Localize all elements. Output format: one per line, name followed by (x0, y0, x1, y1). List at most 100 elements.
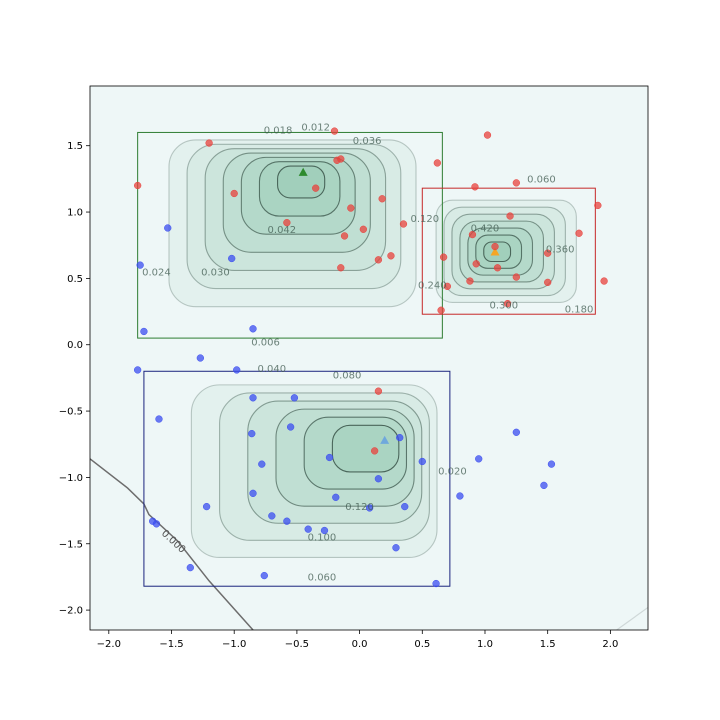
blue-point (228, 254, 236, 263)
red-point (205, 139, 213, 147)
contour-label: 0.120 (410, 214, 439, 225)
contour-label: 0.120 (345, 502, 374, 513)
corner-contour-line (616, 606, 648, 630)
red-point (370, 447, 379, 455)
red-point (340, 232, 349, 240)
blue-point (475, 455, 483, 463)
contour-line-red (443, 206, 566, 297)
contour-label: 0.012 (301, 123, 330, 134)
contour-label: 0.024 (142, 267, 171, 278)
blue-point (396, 433, 404, 442)
blue-point (374, 475, 383, 483)
blue-point (392, 544, 400, 552)
red-point (399, 220, 408, 228)
red-point (133, 181, 142, 190)
bounding-box-green (137, 131, 443, 339)
x-tick-label: 0.5 (414, 639, 430, 650)
red-point (466, 277, 474, 285)
contour-line-green (222, 152, 371, 253)
blue-point (258, 460, 266, 468)
contour-label: 0.300 (489, 300, 518, 311)
y-tick-label: −2.0 (59, 606, 83, 617)
red-point (512, 273, 520, 281)
blue-point (202, 502, 211, 511)
contour-line-green (258, 161, 341, 217)
x-tick-label: −0.5 (285, 639, 309, 650)
blue-point (268, 512, 276, 520)
red-point (594, 201, 602, 210)
center-marker-red (490, 247, 500, 256)
contour-label: 0.030 (201, 267, 230, 278)
contour-label: 0.240 (418, 281, 447, 292)
contour-line-blue (275, 408, 415, 507)
x-tick-label: 0.0 (352, 639, 368, 650)
blue-point (332, 493, 340, 501)
blue-point (365, 504, 374, 512)
contour-line-green (168, 139, 417, 308)
contour-fill-green (168, 139, 417, 307)
contour-label: 0.180 (565, 304, 594, 315)
contour-fill-green (205, 148, 386, 271)
density-fill-layer (168, 139, 577, 558)
blue-point (283, 517, 291, 525)
contour-fill-red (467, 228, 533, 276)
contour-line-blue (303, 416, 408, 490)
bounding-box-layer (137, 131, 596, 587)
data-point-layer (133, 127, 608, 588)
contour-line-green (204, 148, 387, 271)
red-point (544, 249, 552, 257)
red-point (433, 159, 441, 167)
blue-point (325, 453, 334, 462)
blue-point (290, 394, 299, 402)
blue-point (249, 394, 257, 402)
contour-fill-blue (191, 384, 438, 558)
contour-fill-blue (304, 417, 407, 490)
contour-label: 0.060 (308, 572, 337, 583)
blue-point (286, 423, 295, 431)
red-point (230, 189, 238, 198)
y-tick-label: 1.5 (67, 141, 83, 152)
contour-line-blue (190, 384, 438, 558)
blue-point (401, 502, 409, 511)
contour-line-red (459, 220, 544, 283)
contour-label: 0.360 (546, 245, 575, 256)
red-point (387, 252, 395, 260)
blue-point (418, 457, 426, 466)
red-point (378, 195, 386, 203)
x-tick-label: 1.5 (540, 639, 556, 650)
bounding-box-red (421, 187, 596, 315)
blue-point (140, 327, 148, 336)
contour-label: 0.018 (264, 125, 293, 136)
x-tick-label: 2.0 (602, 639, 618, 650)
contour-fill-red (436, 200, 577, 303)
red-point (503, 299, 512, 308)
contour-line-red (467, 227, 534, 276)
red-point (330, 127, 339, 135)
axes-layer: −2.0 −1.5 −1.0 −0.5 0.0 0.5 1.0 1.5 2.0 −2.0 −1.5 −… (59, 141, 619, 650)
blue-point (456, 492, 464, 500)
y-tick-label: −1.0 (59, 473, 83, 484)
red-point (506, 212, 514, 220)
blue-point (186, 563, 194, 572)
red-point (483, 131, 492, 139)
red-point (512, 179, 520, 187)
blue-point (136, 261, 144, 269)
contour-label: 0.040 (257, 364, 286, 375)
contour-fill-blue (332, 425, 399, 472)
contour-label: 0.006 (251, 338, 280, 349)
blue-point (540, 481, 548, 490)
contour-line-blue (219, 392, 430, 541)
red-point (437, 306, 445, 314)
red-point (472, 260, 480, 268)
contour-line-green (240, 156, 356, 235)
blue-point (547, 460, 556, 468)
red-point (312, 184, 320, 192)
y-tick-label: 0.0 (67, 340, 83, 351)
red-point (493, 264, 502, 272)
contour-fill-green (277, 166, 325, 198)
x-tick-label: 1.0 (477, 639, 493, 650)
contour-fill-green (259, 161, 340, 217)
red-point (544, 278, 552, 287)
bounding-box-blue (143, 370, 451, 587)
